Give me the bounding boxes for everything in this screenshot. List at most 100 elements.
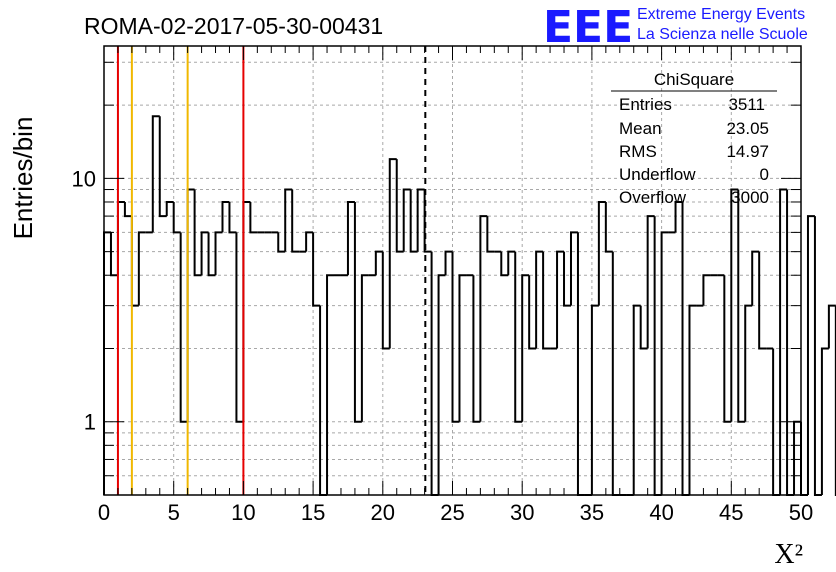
histogram-bin: [326, 274, 335, 495]
stats-entries-value: 3511: [728, 95, 765, 114]
x-axis-label: X²: [774, 539, 803, 570]
histogram-bin: [312, 232, 321, 307]
histogram-bin: [744, 304, 753, 422]
histogram-bin: [374, 250, 383, 276]
histogram-bin: [597, 200, 606, 306]
histogram-bin: [123, 201, 132, 218]
axis-ticks: [103, 46, 802, 496]
histogram-bin: [813, 216, 822, 496]
histogram-bin: [242, 200, 251, 422]
histogram-bin: [214, 231, 223, 276]
histogram-bin: [590, 304, 599, 495]
histogram-bin: [806, 215, 815, 495]
histogram-bin: [151, 115, 160, 233]
histogram-bin: [556, 250, 565, 349]
y-tick-labels: 1 10: [72, 166, 96, 434]
x-tick-labels: 0 5 10 15 20 25 30 35 40 45 50: [98, 500, 813, 525]
stats-box: ChiSquare Entries 3511 Mean 23.05 RMS 14…: [611, 70, 777, 207]
logo-line2: La Scienza nelle Scuole: [637, 26, 808, 43]
histogram-bin: [458, 274, 467, 422]
logo-line1: Extreme Energy Events: [637, 6, 805, 23]
stats-mean-value: 23.05: [726, 119, 769, 138]
histogram-bin: [158, 116, 167, 218]
histogram-bin: [576, 232, 585, 496]
histogram-bin: [639, 305, 648, 350]
histogram-bin: [451, 251, 460, 423]
histogram-bin: [228, 201, 237, 234]
histogram-bin: [514, 251, 523, 423]
stats-overflow-value: 3000: [731, 188, 769, 207]
histogram-bin: [688, 304, 697, 495]
histogram-bin: [109, 232, 118, 277]
logo-mark: EEE: [543, 2, 633, 53]
x-tick-label: 30: [510, 500, 534, 525]
reference-lines: [116, 46, 427, 495]
histogram-bin: [200, 231, 209, 276]
eee-logo: EEE Extreme Energy Events La Scienza nel…: [543, 2, 808, 53]
y-tick-label: 10: [72, 166, 96, 191]
histogram-bin: [542, 251, 551, 350]
histogram-bin: [479, 215, 488, 422]
x-tick-label: 15: [301, 500, 325, 525]
histogram-bin: [409, 189, 418, 253]
stats-entries-label: Entries: [619, 95, 672, 114]
histogram-bin: [221, 200, 230, 233]
histogram-bin: [758, 251, 767, 350]
histogram-bin: [103, 231, 111, 495]
stats-name: ChiSquare: [654, 70, 734, 89]
histogram-bin: [500, 251, 509, 277]
histogram-bin: [388, 158, 397, 349]
histogram-bin: [486, 216, 495, 253]
x-tick-label: 10: [231, 500, 255, 525]
stats-rms-label: RMS: [619, 142, 657, 161]
x-tick-label: 35: [580, 500, 604, 525]
histogram-bin: [116, 200, 125, 276]
histogram-bin: [416, 188, 425, 252]
x-tick-label: 5: [168, 500, 180, 525]
histogram-bin: [360, 274, 369, 422]
x-tick-label: 45: [719, 500, 743, 525]
x-tick-label: 20: [371, 500, 395, 525]
histogram-bin: [284, 188, 293, 252]
stats-mean-label: Mean: [619, 119, 662, 138]
histogram-bin: [569, 231, 578, 306]
x-tick-label: 50: [789, 500, 813, 525]
x-tick-label: 0: [98, 500, 110, 525]
histogram-bin: [702, 274, 711, 306]
histogram-bin: [137, 231, 146, 306]
histogram-bin: [563, 251, 571, 307]
histogram-bin: [507, 250, 516, 276]
histogram-bin: [730, 188, 739, 422]
y-axis-label: Entries/bin: [8, 117, 38, 240]
histogram-bin: [674, 200, 683, 233]
histogram-bin: [653, 216, 662, 496]
histogram-bin: [207, 232, 216, 277]
x-tick-label: 25: [440, 500, 464, 525]
histogram-bin: [632, 304, 641, 495]
histogram-bin: [437, 274, 446, 495]
chart-title: ROMA-02-2017-05-30-00431: [84, 13, 383, 39]
stats-underflow-value: 0: [760, 165, 769, 184]
histogram-bin: [528, 275, 537, 350]
histogram-bin: [353, 201, 362, 423]
histogram-bin: [430, 251, 439, 496]
histogram-bin: [402, 188, 411, 252]
y-tick-label: 1: [84, 410, 96, 435]
histogram-bin: [249, 201, 258, 234]
stats-underflow-label: Underflow: [619, 165, 696, 184]
histogram-bin: [444, 250, 453, 276]
histogram-bin: [535, 250, 544, 349]
histogram-bin: [472, 275, 481, 423]
histogram-bin: [646, 215, 655, 349]
histogram-bin: [305, 231, 314, 252]
histogram-bin: [172, 201, 181, 234]
histogram-bin: [786, 189, 795, 496]
histogram-bin: [395, 159, 404, 253]
histogram-bin: [235, 232, 244, 423]
stats-rms-value: 14.97: [726, 142, 769, 161]
histogram-bin: [751, 250, 760, 306]
histogram-bin: [130, 216, 139, 307]
histogram-bin: [604, 201, 613, 253]
histogram-bin: [737, 189, 746, 423]
